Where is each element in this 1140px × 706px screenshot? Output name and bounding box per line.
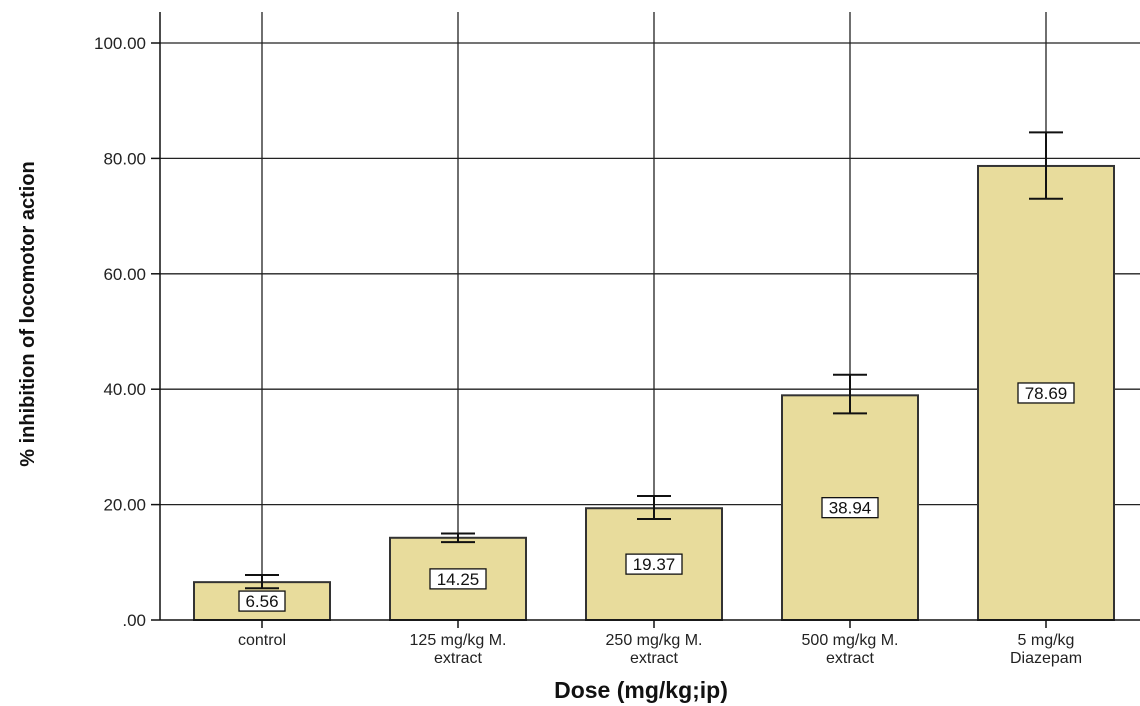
x-tick-label-line: control	[238, 632, 286, 649]
x-tick-label: 5 mg/kg Diazepam	[1010, 632, 1082, 667]
y-tick-label: 60.00	[103, 265, 146, 284]
data-label: 14.25	[437, 570, 480, 589]
data-label: 6.56	[245, 592, 278, 611]
data-label: 78.69	[1025, 384, 1068, 403]
data-label: 19.37	[633, 555, 676, 574]
data-label-box	[1017, 382, 1075, 404]
data-label-box	[238, 590, 286, 612]
x-tick-label: 125 mg/kg M. extract	[410, 632, 507, 667]
y-axis-title: % inhibition of locomotor action	[17, 161, 39, 467]
error-bar-layer	[245, 131, 1063, 590]
x-tick-label-line: 5 mg/kg	[1018, 632, 1075, 649]
y-tick-label: 80.00	[103, 149, 146, 168]
x-tick-label-line: 250 mg/kg M.	[606, 632, 703, 649]
x-axis-title: Dose (mg/kg;ip)	[554, 677, 728, 703]
y-tick-label: 40.00	[103, 380, 146, 399]
data-label: 38.94	[829, 499, 872, 518]
data-label-box	[821, 497, 879, 519]
x-tick-label: 500 mg/kg M. extract	[802, 632, 899, 667]
x-tick-label-line: extract	[826, 650, 875, 667]
y-tick-label: 20.00	[103, 496, 146, 515]
data-label-box	[429, 568, 487, 590]
x-tick-label-line: extract	[630, 650, 679, 667]
axis-layer: .00 20.00 40.00 60.00 80.00 100.00 control 125 …	[94, 12, 1140, 667]
x-tick-label-line: 125 mg/kg M.	[410, 632, 507, 649]
x-tick-label-line: 500 mg/kg M.	[802, 632, 899, 649]
x-tick-label: 250 mg/kg M. extract	[606, 632, 703, 667]
data-label-box	[625, 553, 683, 575]
x-tick-label: control	[238, 632, 286, 649]
x-tick-label-line: Diazepam	[1010, 650, 1082, 667]
data-label-layer: 6.56 14.25 19.37 38.94 78.69	[238, 382, 1075, 612]
y-tick-label: 100.00	[94, 34, 146, 53]
x-tick-label-line: extract	[434, 650, 483, 667]
y-tick-label: .00	[122, 611, 146, 630]
